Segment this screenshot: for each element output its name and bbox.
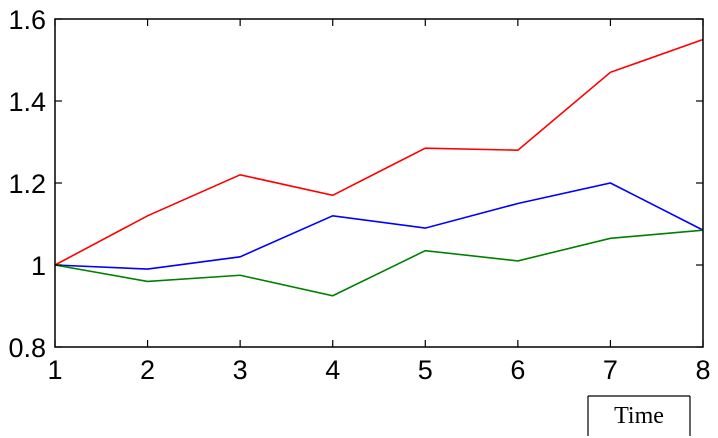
series-line-1 xyxy=(54,38,704,266)
y-tick-label: 1.4 xyxy=(8,87,46,117)
y-tick-label: 0.8 xyxy=(8,333,46,363)
x-tick-label: 8 xyxy=(695,355,710,385)
series-layer xyxy=(54,38,704,297)
series-line-2 xyxy=(54,182,704,270)
x-tick-label: 5 xyxy=(418,355,433,385)
x-axis-label: Time xyxy=(614,403,664,429)
x-tick-label: 3 xyxy=(233,355,248,385)
x-tick-label: 4 xyxy=(325,355,340,385)
y-tick-label: 1.2 xyxy=(8,169,46,199)
x-tick-label: 1 xyxy=(47,355,62,385)
series-line-3 xyxy=(54,229,704,297)
x-tick-label: 6 xyxy=(510,355,525,385)
x-axis-label-box: Time xyxy=(587,395,691,436)
x-tick-label: 7 xyxy=(603,355,618,385)
ticks-layer: 1 2 3 4 5 6 7 80.811.21.41.6 xyxy=(8,5,710,385)
plot-frame xyxy=(54,18,704,348)
x-tick-label: 2 xyxy=(140,355,155,385)
y-tick-label: 1 xyxy=(31,251,46,281)
y-tick-label: 1.6 xyxy=(8,5,46,35)
